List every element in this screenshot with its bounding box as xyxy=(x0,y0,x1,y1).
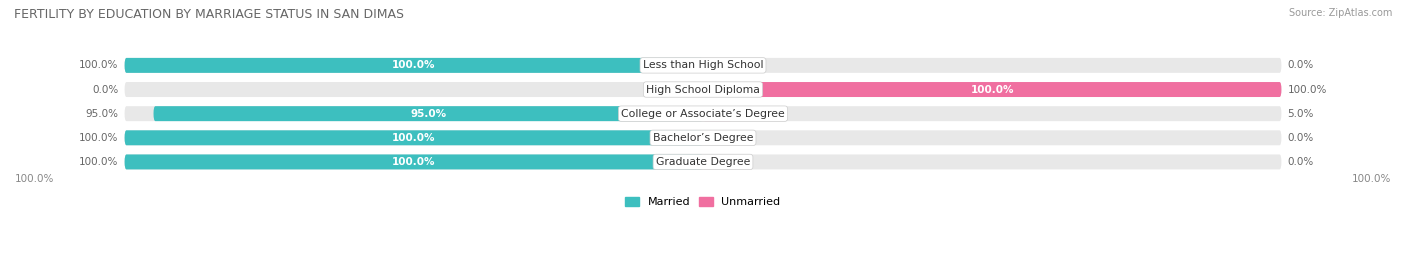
Text: FERTILITY BY EDUCATION BY MARRIAGE STATUS IN SAN DIMAS: FERTILITY BY EDUCATION BY MARRIAGE STATU… xyxy=(14,8,404,21)
FancyBboxPatch shape xyxy=(125,130,1281,145)
FancyBboxPatch shape xyxy=(125,82,1281,97)
Text: 100.0%: 100.0% xyxy=(1288,84,1327,94)
Text: 100.0%: 100.0% xyxy=(392,133,436,143)
Text: 5.0%: 5.0% xyxy=(1288,109,1313,119)
FancyBboxPatch shape xyxy=(125,106,1281,121)
Text: High School Diploma: High School Diploma xyxy=(647,84,759,94)
Text: Less than High School: Less than High School xyxy=(643,60,763,70)
FancyBboxPatch shape xyxy=(125,58,1281,73)
FancyBboxPatch shape xyxy=(125,58,703,73)
Text: 5.0%: 5.0% xyxy=(703,109,733,119)
FancyBboxPatch shape xyxy=(153,106,703,121)
Text: Bachelor’s Degree: Bachelor’s Degree xyxy=(652,133,754,143)
Text: 0.0%: 0.0% xyxy=(1288,133,1313,143)
Text: Graduate Degree: Graduate Degree xyxy=(655,157,751,167)
Text: 100.0%: 100.0% xyxy=(79,157,118,167)
Text: 100.0%: 100.0% xyxy=(15,174,55,184)
FancyBboxPatch shape xyxy=(125,154,703,169)
FancyBboxPatch shape xyxy=(703,106,733,121)
Text: 100.0%: 100.0% xyxy=(1351,174,1391,184)
Text: 100.0%: 100.0% xyxy=(392,157,436,167)
Text: 0.0%: 0.0% xyxy=(1288,60,1313,70)
Text: 0.0%: 0.0% xyxy=(93,84,118,94)
FancyBboxPatch shape xyxy=(125,130,703,145)
Text: 95.0%: 95.0% xyxy=(86,109,118,119)
Text: 95.0%: 95.0% xyxy=(411,109,446,119)
Text: 0.0%: 0.0% xyxy=(1288,157,1313,167)
FancyBboxPatch shape xyxy=(703,82,1281,97)
Legend: Married, Unmarried: Married, Unmarried xyxy=(621,192,785,212)
FancyBboxPatch shape xyxy=(125,154,1281,169)
Text: 100.0%: 100.0% xyxy=(970,84,1014,94)
Text: 100.0%: 100.0% xyxy=(392,60,436,70)
Text: 100.0%: 100.0% xyxy=(79,60,118,70)
Text: Source: ZipAtlas.com: Source: ZipAtlas.com xyxy=(1288,8,1392,18)
Text: College or Associate’s Degree: College or Associate’s Degree xyxy=(621,109,785,119)
Text: 100.0%: 100.0% xyxy=(79,133,118,143)
